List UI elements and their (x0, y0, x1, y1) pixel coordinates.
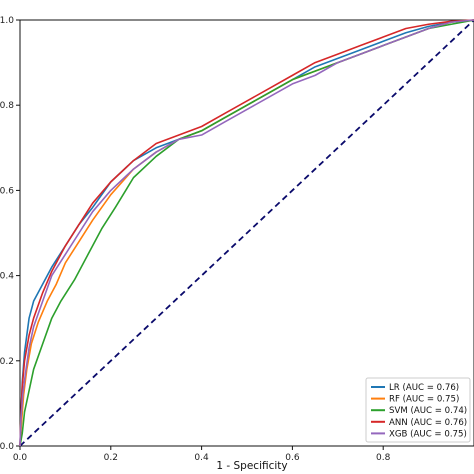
y-axis: 0.0 0.2 0.4 0.6 0.8 1.0 (0, 16, 20, 452)
x-tick-label: 0.8 (376, 453, 391, 463)
legend-box (365, 377, 471, 443)
legend-entry: XGB (AUC = 0.75) (389, 429, 467, 439)
legend-entry: ANN (AUC = 0.76) (389, 418, 467, 428)
y-tick-label: 0.6 (0, 186, 14, 196)
y-tick-label: 0.2 (0, 357, 14, 367)
series-line-ann (19, 19, 474, 447)
chance-line (19, 19, 474, 447)
legend-entry: SVM (AUC = 0.74) (389, 406, 467, 416)
x-axis-label: 1 - Specificity (216, 460, 287, 472)
series-lines (19, 19, 474, 447)
x-tick-label: 0.4 (194, 453, 209, 463)
plot-frame (19, 19, 474, 447)
x-tick-label: 0.2 (104, 453, 118, 463)
x-axis: 0.0 0.2 0.4 0.6 0.8 (13, 446, 391, 463)
legend-entry: RF (AUC = 0.75) (389, 395, 459, 405)
series-line-lr (19, 19, 474, 447)
x-tick-label: 0.0 (13, 453, 28, 463)
x-tick-label: 0.6 (285, 453, 300, 463)
series-line-xgb (19, 19, 474, 447)
y-tick-label: 1.0 (0, 16, 14, 26)
legend: LR (AUC = 0.76) RF (AUC = 0.75)SVM (AUC =… (365, 377, 471, 443)
plot-border (19, 19, 474, 447)
y-tick-label: 0.0 (0, 442, 14, 452)
y-tick-label: 0.8 (0, 101, 14, 111)
y-tick-label: 0.4 (0, 272, 14, 282)
reference-diagonal (19, 19, 474, 447)
legend-entry: LR (AUC = 0.76) (389, 383, 459, 393)
